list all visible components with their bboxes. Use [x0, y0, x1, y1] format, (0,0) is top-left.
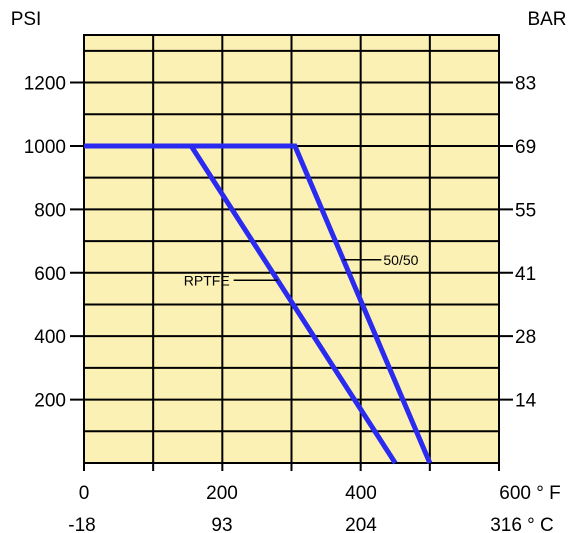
- psi-tick-label: 1200: [24, 74, 66, 95]
- plot-border: [83, 34, 500, 464]
- series-line-50-50: [84, 143, 433, 464]
- bar-tick-label: 28: [515, 327, 536, 348]
- celsius-tick-label: 316 ° C: [490, 515, 554, 533]
- psi-tick-label: 600: [34, 264, 66, 285]
- bar-tick-label: 83: [515, 74, 536, 95]
- fahrenheit-tick-label: 600 ° F: [499, 483, 560, 504]
- bar-tick-label: 55: [515, 200, 536, 221]
- series-lines: [84, 143, 433, 465]
- celsius-tick-label: 93: [211, 515, 232, 533]
- left-axis-title: PSI: [11, 9, 42, 30]
- annotation-label: RPTFE: [184, 272, 230, 288]
- psi-tick-label: 800: [34, 200, 66, 221]
- axis-tick-labels: 200 400 600 800 1000 1200 14 28 41 55 69 83 0 200 400 6…: [24, 74, 561, 533]
- fahrenheit-tick-label: 400: [345, 483, 377, 504]
- psi-tick-label: 400: [34, 327, 66, 348]
- bar-tick-label: 41: [515, 264, 536, 285]
- bar-tick-label: 69: [515, 137, 536, 158]
- celsius-tick-label: -18: [68, 515, 95, 533]
- psi-tick-label: 200: [34, 391, 66, 412]
- fahrenheit-tick-label: 200: [206, 483, 238, 504]
- psi-tick-label: 1000: [24, 137, 66, 158]
- bar-tick-label: 14: [515, 391, 537, 412]
- celsius-tick-label: 204: [345, 515, 377, 533]
- series-annotations: RPTFE 50/50: [184, 252, 419, 289]
- annotation-label: 50/50: [383, 252, 418, 268]
- right-axis-title: BAR: [527, 9, 566, 30]
- fahrenheit-tick-label: 0: [79, 483, 90, 504]
